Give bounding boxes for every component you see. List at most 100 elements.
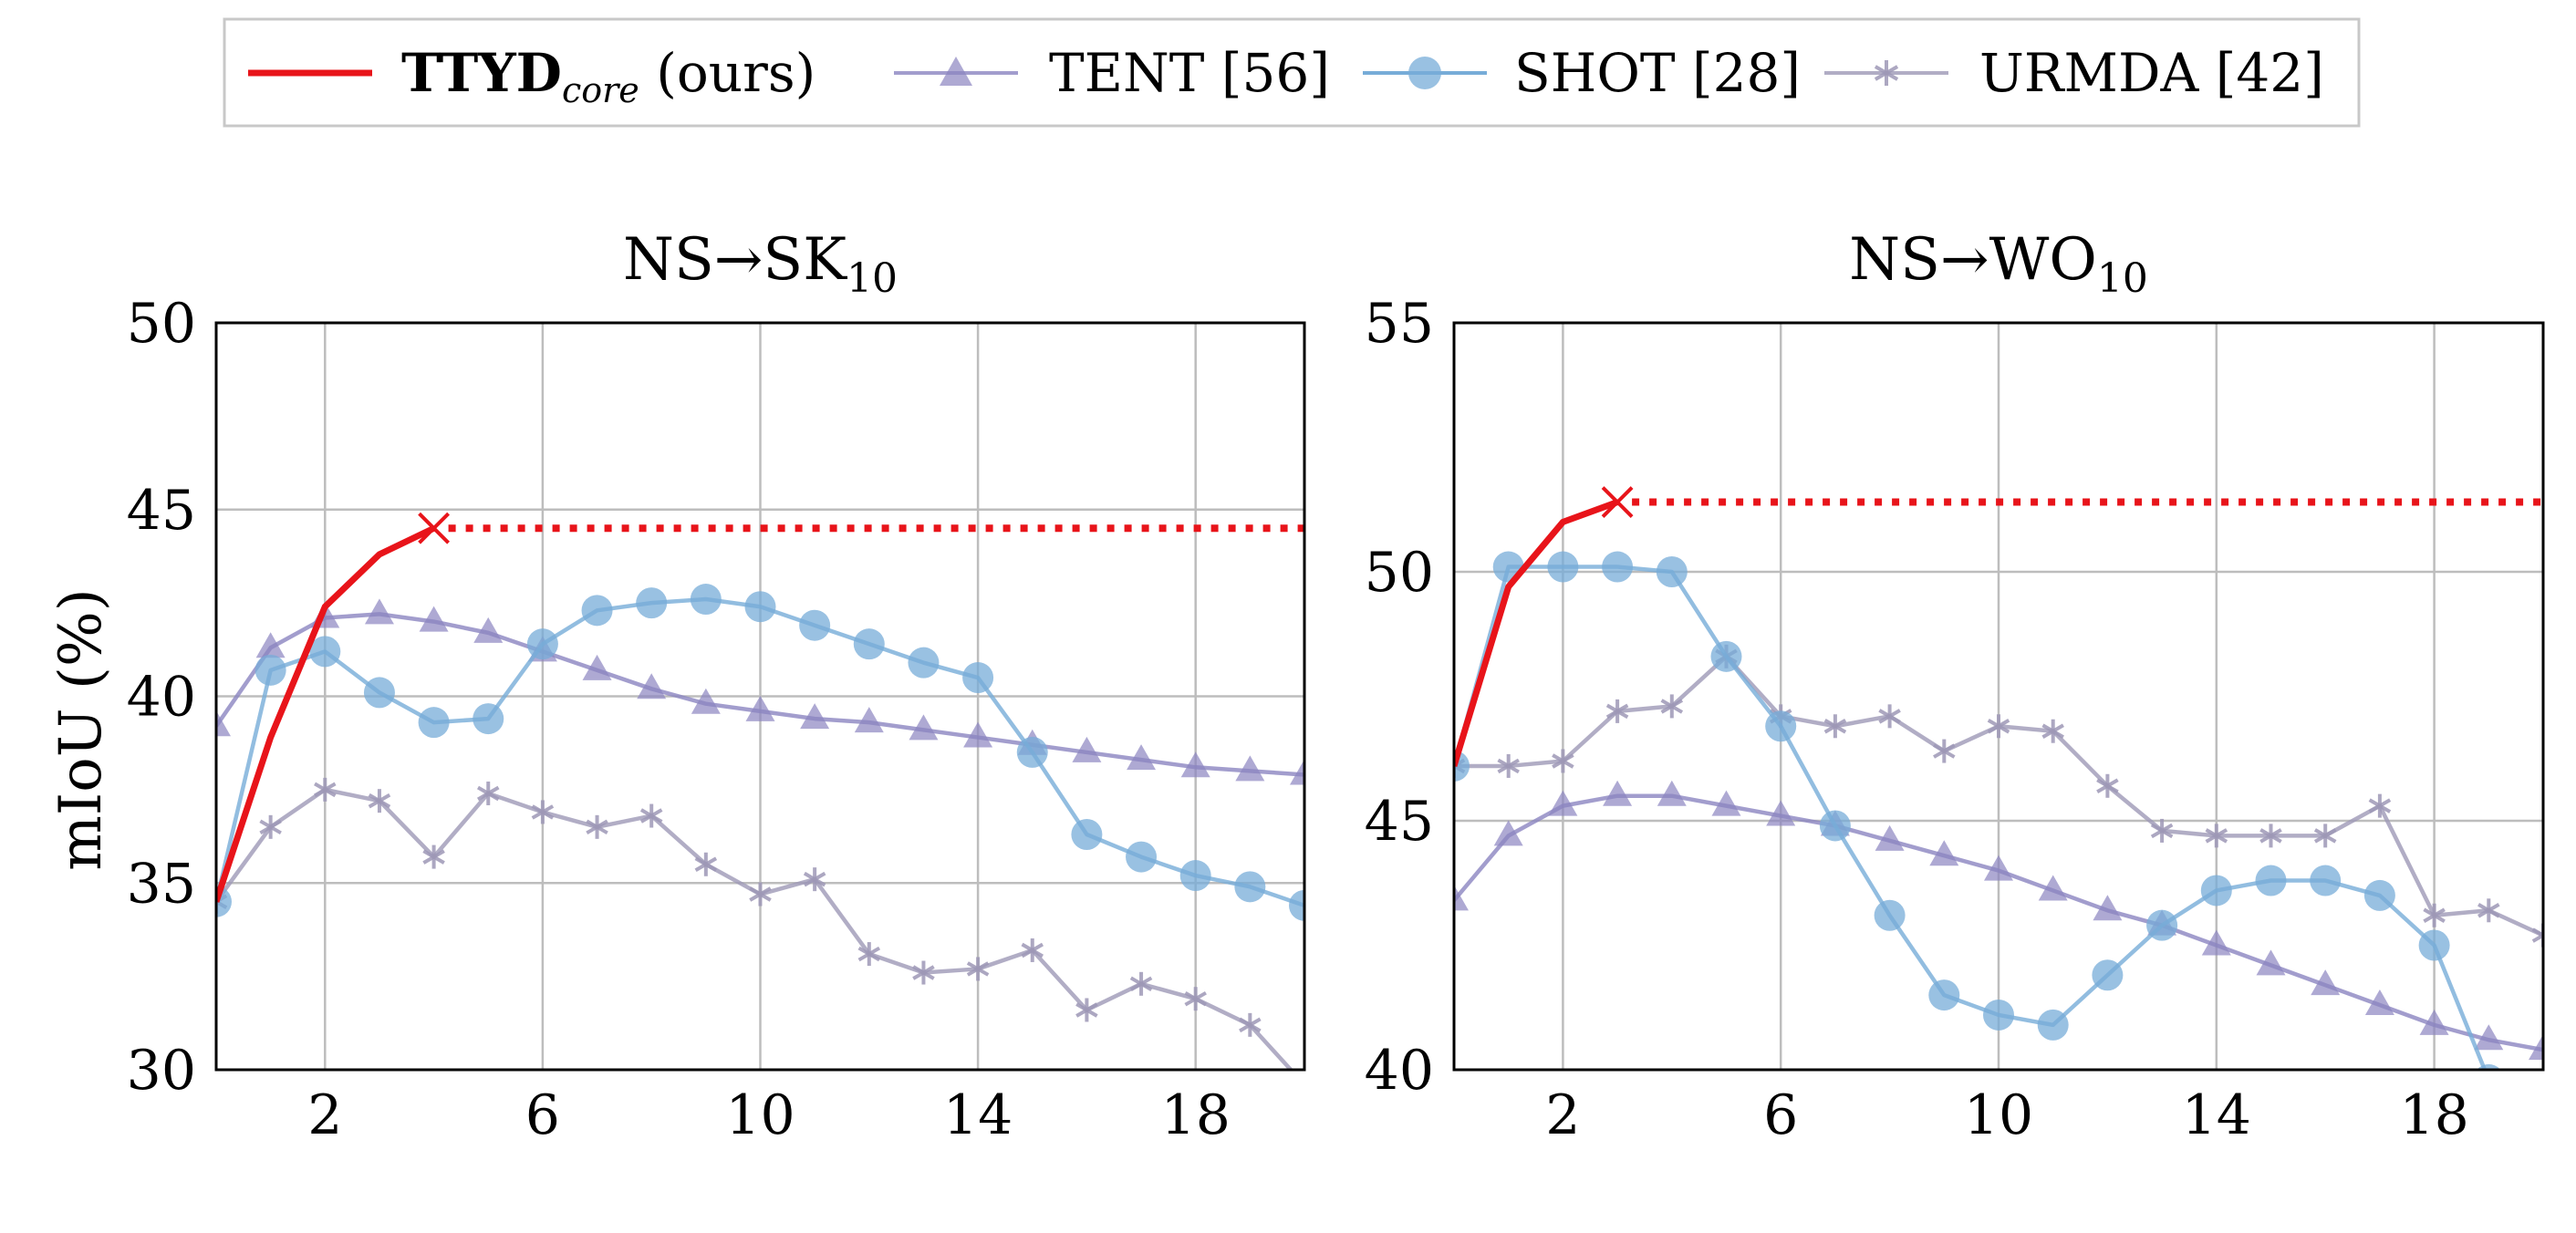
- x-tick-label: 18: [2399, 1083, 2468, 1147]
- series-line-shot: [1454, 565, 2488, 1070]
- grid: [1454, 321, 2543, 1072]
- point-urmda-stroke: [1129, 976, 1153, 992]
- point-shot: [526, 628, 558, 660]
- point-urmda-stroke: [2531, 933, 2543, 943]
- series-ttyd: [216, 512, 1304, 903]
- point-urmda: [1605, 699, 1629, 723]
- point-tent: [800, 703, 830, 730]
- point-tent: [2419, 1009, 2449, 1035]
- legend-marker-tent: [940, 57, 972, 86]
- point-urmda: [639, 803, 663, 828]
- point-shot: [418, 707, 450, 739]
- legend-entry-shot: SHOT [28]: [1363, 42, 1801, 104]
- point-shot: [254, 654, 286, 686]
- point-urmda-stroke: [2477, 903, 2500, 918]
- point-tent: [2038, 875, 2068, 901]
- legend-marker-shot: [1408, 57, 1441, 89]
- point-urmda-stroke: [857, 946, 881, 962]
- point-urmda: [1184, 987, 1207, 1011]
- point-shot: [1710, 640, 1742, 672]
- point-urmda: [1552, 749, 1574, 773]
- point-tent: [1603, 780, 1633, 806]
- series-urmda: [216, 777, 1315, 1096]
- point-tent: [1766, 800, 1796, 826]
- point-urmda: [803, 867, 826, 892]
- x-tick-label: 2: [307, 1083, 342, 1147]
- point-urmda: [1294, 1072, 1315, 1096]
- chart-title: NS→SK10: [623, 226, 898, 302]
- chart-title-main: NS→WO: [1849, 226, 2097, 294]
- legend-entry-ttyd: TTYDcore (ours): [248, 42, 815, 110]
- point-shot: [1547, 551, 1579, 583]
- point-shot: [908, 647, 940, 679]
- legend-entry-tent: TENT [56]: [894, 42, 1330, 104]
- point-tent: [582, 654, 612, 680]
- series-shot: [1454, 551, 2501, 1070]
- point-tent: [2311, 969, 2341, 996]
- point-shot: [853, 628, 885, 660]
- point-urmda-stroke: [2259, 828, 2282, 844]
- plot-area: [216, 512, 1315, 1096]
- point-urmda-stroke: [749, 886, 772, 902]
- point-urmda-stroke: [259, 819, 282, 835]
- point-tent: [2256, 949, 2286, 976]
- point-tent: [2474, 1024, 2504, 1051]
- point-urmda: [1239, 1012, 1262, 1037]
- point-shot: [1016, 736, 1048, 768]
- point-urmda: [259, 814, 282, 839]
- point-urmda: [2368, 793, 2392, 818]
- legend-box: [223, 17, 2361, 128]
- point-urmda: [476, 781, 500, 805]
- legend-entry-urmda: URMDA [42]: [1824, 42, 2324, 104]
- point-shot: [2363, 879, 2395, 911]
- point-urmda: [2259, 824, 2282, 848]
- series-line-ttyd: [216, 525, 436, 903]
- point-urmda-stroke: [2205, 828, 2228, 844]
- series-shot: [216, 584, 1304, 921]
- chart-title-main: NS→SK: [623, 226, 847, 294]
- point-urmda-stroke: [1878, 709, 1901, 724]
- x-tick-label: 10: [1964, 1083, 2033, 1147]
- point-urmda-stroke: [1184, 990, 1207, 1007]
- point-shot: [1983, 999, 2014, 1031]
- point-shot: [2092, 959, 2124, 991]
- point-urmda-stroke: [1660, 699, 1684, 714]
- point-urmda-stroke: [803, 871, 826, 887]
- point-urmda-stroke: [694, 856, 718, 873]
- point-shot: [1179, 860, 1211, 892]
- legend-star-urmda-stroke: [1874, 65, 1899, 81]
- point-shot: [1928, 979, 1960, 1011]
- series-line-ttyd: [1454, 499, 1619, 767]
- point-tent: [1180, 751, 1210, 778]
- x-tick-label: 10: [725, 1083, 795, 1147]
- point-tent: [364, 598, 394, 625]
- point-shot: [309, 636, 341, 668]
- stop-marker-stroke: [1601, 486, 1634, 518]
- point-urmda-stroke: [1075, 1002, 1098, 1018]
- point-urmda-stroke: [1294, 1079, 1315, 1091]
- point-urmda-stroke: [1497, 758, 1520, 774]
- point-urmda: [2150, 818, 2174, 843]
- point-shot: [2255, 865, 2287, 896]
- point-shot: [1874, 899, 1906, 931]
- x-tick-label: 14: [2182, 1083, 2251, 1147]
- point-tent: [2201, 929, 2231, 956]
- point-urmda: [422, 844, 445, 869]
- point-tent: [473, 616, 504, 643]
- point-urmda: [2041, 719, 2064, 743]
- point-urmda: [1660, 694, 1684, 719]
- point-shot: [2310, 865, 2342, 896]
- point-shot: [1126, 841, 1158, 873]
- point-tent: [1127, 744, 1157, 771]
- point-urmda: [586, 814, 608, 839]
- point-urmda-stroke: [368, 793, 391, 809]
- point-tent: [216, 710, 231, 737]
- point-shot: [1656, 556, 1688, 587]
- point-urmda: [966, 957, 990, 981]
- point-urmda: [1129, 971, 1153, 996]
- series-urmda: [1454, 644, 2543, 948]
- point-shot: [2200, 875, 2232, 907]
- legend-label-ttyd-rest: (ours): [639, 42, 815, 104]
- point-urmda-stroke: [2423, 907, 2446, 923]
- legend-star-urmda: [1874, 60, 1899, 86]
